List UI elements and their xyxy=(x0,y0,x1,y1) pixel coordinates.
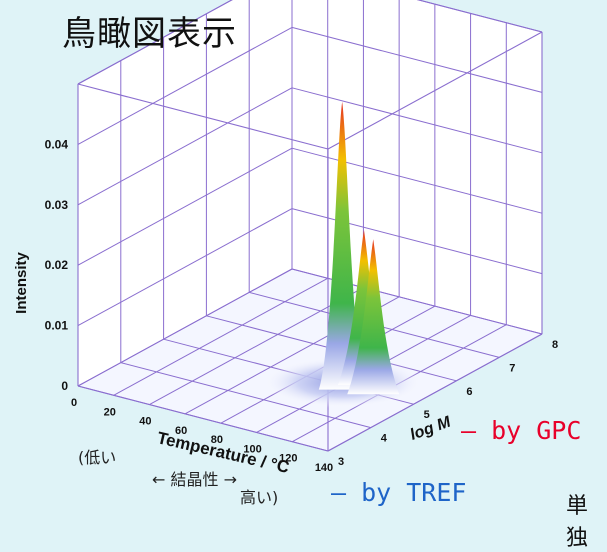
note-high: 高い) xyxy=(240,488,279,507)
floor-gridline xyxy=(327,333,543,452)
wall-gridline xyxy=(77,268,293,387)
x-tick-label: 60 xyxy=(175,425,187,437)
z-tick-label: 0.04 xyxy=(45,137,69,151)
y-tick-label: 5 xyxy=(424,409,430,421)
floor-gridline xyxy=(113,277,328,396)
x-tick-label: 80 xyxy=(211,434,223,446)
wall-gridline xyxy=(416,0,543,33)
chart-svg: 0 0.01 0.02 0.03 0.04 0 20 40 60 80 100 120 140 3 4 5 6 7… xyxy=(13,0,558,477)
x-tick-label: 100 xyxy=(243,443,261,455)
note-low: (低い xyxy=(78,448,117,467)
page-title: 鳥瞰図表示 xyxy=(62,14,237,54)
floor-gridline xyxy=(120,362,371,429)
floor-gridline xyxy=(77,385,329,452)
wall-gridline xyxy=(291,208,543,275)
wall-gridline xyxy=(77,0,233,85)
y-tick-label: 3 xyxy=(338,456,344,468)
z-tick-label: 0.03 xyxy=(45,198,69,212)
x-tick-label: 40 xyxy=(139,416,151,428)
wall-gridline xyxy=(77,87,293,206)
wall-gridline xyxy=(291,87,543,154)
y-tick-label: 4 xyxy=(381,433,388,445)
x-tick-label: 140 xyxy=(315,462,333,474)
y-tick-label: 7 xyxy=(509,362,515,374)
tick-labels: 0 0.01 0.02 0.03 0.04 0 20 40 60 80 100 120 140 3 4 5 6 7… xyxy=(45,137,558,474)
wall-gridline xyxy=(291,147,543,214)
z-axis-label: Intensity xyxy=(13,252,30,314)
z-tick-label: 0.01 xyxy=(45,319,69,333)
wall-gridline xyxy=(77,26,293,145)
x-tick-label: 120 xyxy=(279,453,297,465)
chart-box xyxy=(77,0,543,452)
x-tick-label: 20 xyxy=(104,406,116,418)
box-edge xyxy=(77,83,329,150)
y-tick-label: 6 xyxy=(466,386,472,398)
back-wall xyxy=(292,0,542,334)
tref-annotation: — by TREF xyxy=(331,478,467,507)
surface-peak xyxy=(347,239,400,395)
gpc-annotation: — by GPC xyxy=(461,416,582,445)
side-wall xyxy=(78,0,292,386)
wall-gridline xyxy=(291,26,543,93)
note-arrow: ← 結晶性 → xyxy=(152,470,237,489)
wall-gridline xyxy=(77,147,293,266)
wall-gridline xyxy=(77,208,293,327)
z-tick-label: 0 xyxy=(61,379,68,393)
z-tick-label: 0.02 xyxy=(45,258,69,272)
y-axis-label: log M xyxy=(408,413,454,443)
surface-plot xyxy=(260,101,425,409)
x-tick-label: 0 xyxy=(71,397,77,409)
y-tick-label: 8 xyxy=(552,339,558,351)
cut-off-text: 単独 xyxy=(566,494,589,551)
floor-gridline xyxy=(149,287,364,406)
